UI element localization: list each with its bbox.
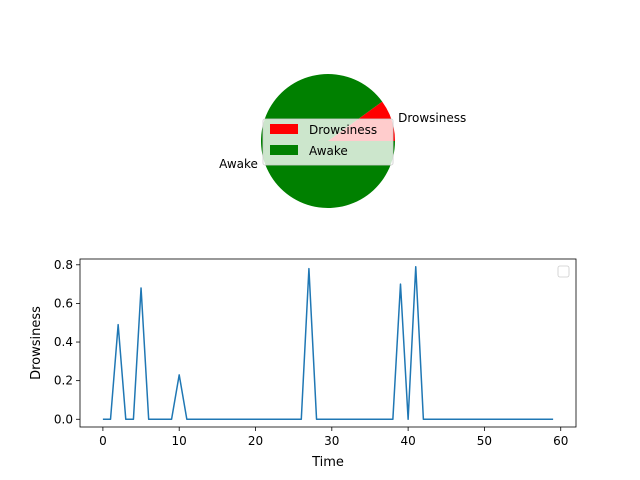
x-axis-ticks: 0 10 20 30 40 50 60	[99, 427, 568, 448]
y-axis-ticks: 0.0 0.2 0.4 0.6 0.8	[54, 258, 80, 426]
y-tick-label: 0.8	[54, 258, 73, 272]
x-tick-label: 40	[400, 434, 415, 448]
pie-label-drowsiness: Drowsiness	[398, 111, 466, 125]
line-chart: 0.0 0.2 0.4 0.6 0.8 0 10 20 30 40 50 60 Time Drows…	[29, 258, 577, 470]
x-tick-label: 50	[477, 434, 492, 448]
y-tick-label: 0.2	[54, 374, 73, 388]
y-tick-label: 0.0	[54, 412, 73, 426]
x-tick-label: 10	[172, 434, 187, 448]
legend-swatch-awake	[270, 145, 298, 155]
pie-chart: Drowsiness Awake Drowsiness Awake	[219, 73, 466, 208]
legend-swatch-drowsiness	[270, 124, 298, 134]
pie-legend: Drowsiness Awake	[262, 118, 394, 166]
x-axis-label: Time	[311, 455, 344, 470]
x-tick-label: 30	[324, 434, 339, 448]
pie-label-awake: Awake	[219, 157, 258, 171]
x-tick-label: 60	[553, 434, 568, 448]
pie-labels: Drowsiness Awake	[219, 111, 466, 171]
legend-label-awake: Awake	[309, 144, 348, 158]
y-axis-label: Drowsiness	[29, 306, 44, 380]
x-tick-label: 20	[248, 434, 263, 448]
plot-frame	[79, 258, 577, 428]
line-series	[102, 265, 554, 421]
legend-label-drowsiness: Drowsiness	[309, 123, 377, 137]
drowsiness-line	[102, 265, 554, 421]
x-tick-label: 0	[99, 434, 107, 448]
y-tick-label: 0.6	[54, 296, 73, 310]
y-tick-label: 0.4	[54, 335, 73, 349]
empty-legend	[557, 265, 570, 278]
